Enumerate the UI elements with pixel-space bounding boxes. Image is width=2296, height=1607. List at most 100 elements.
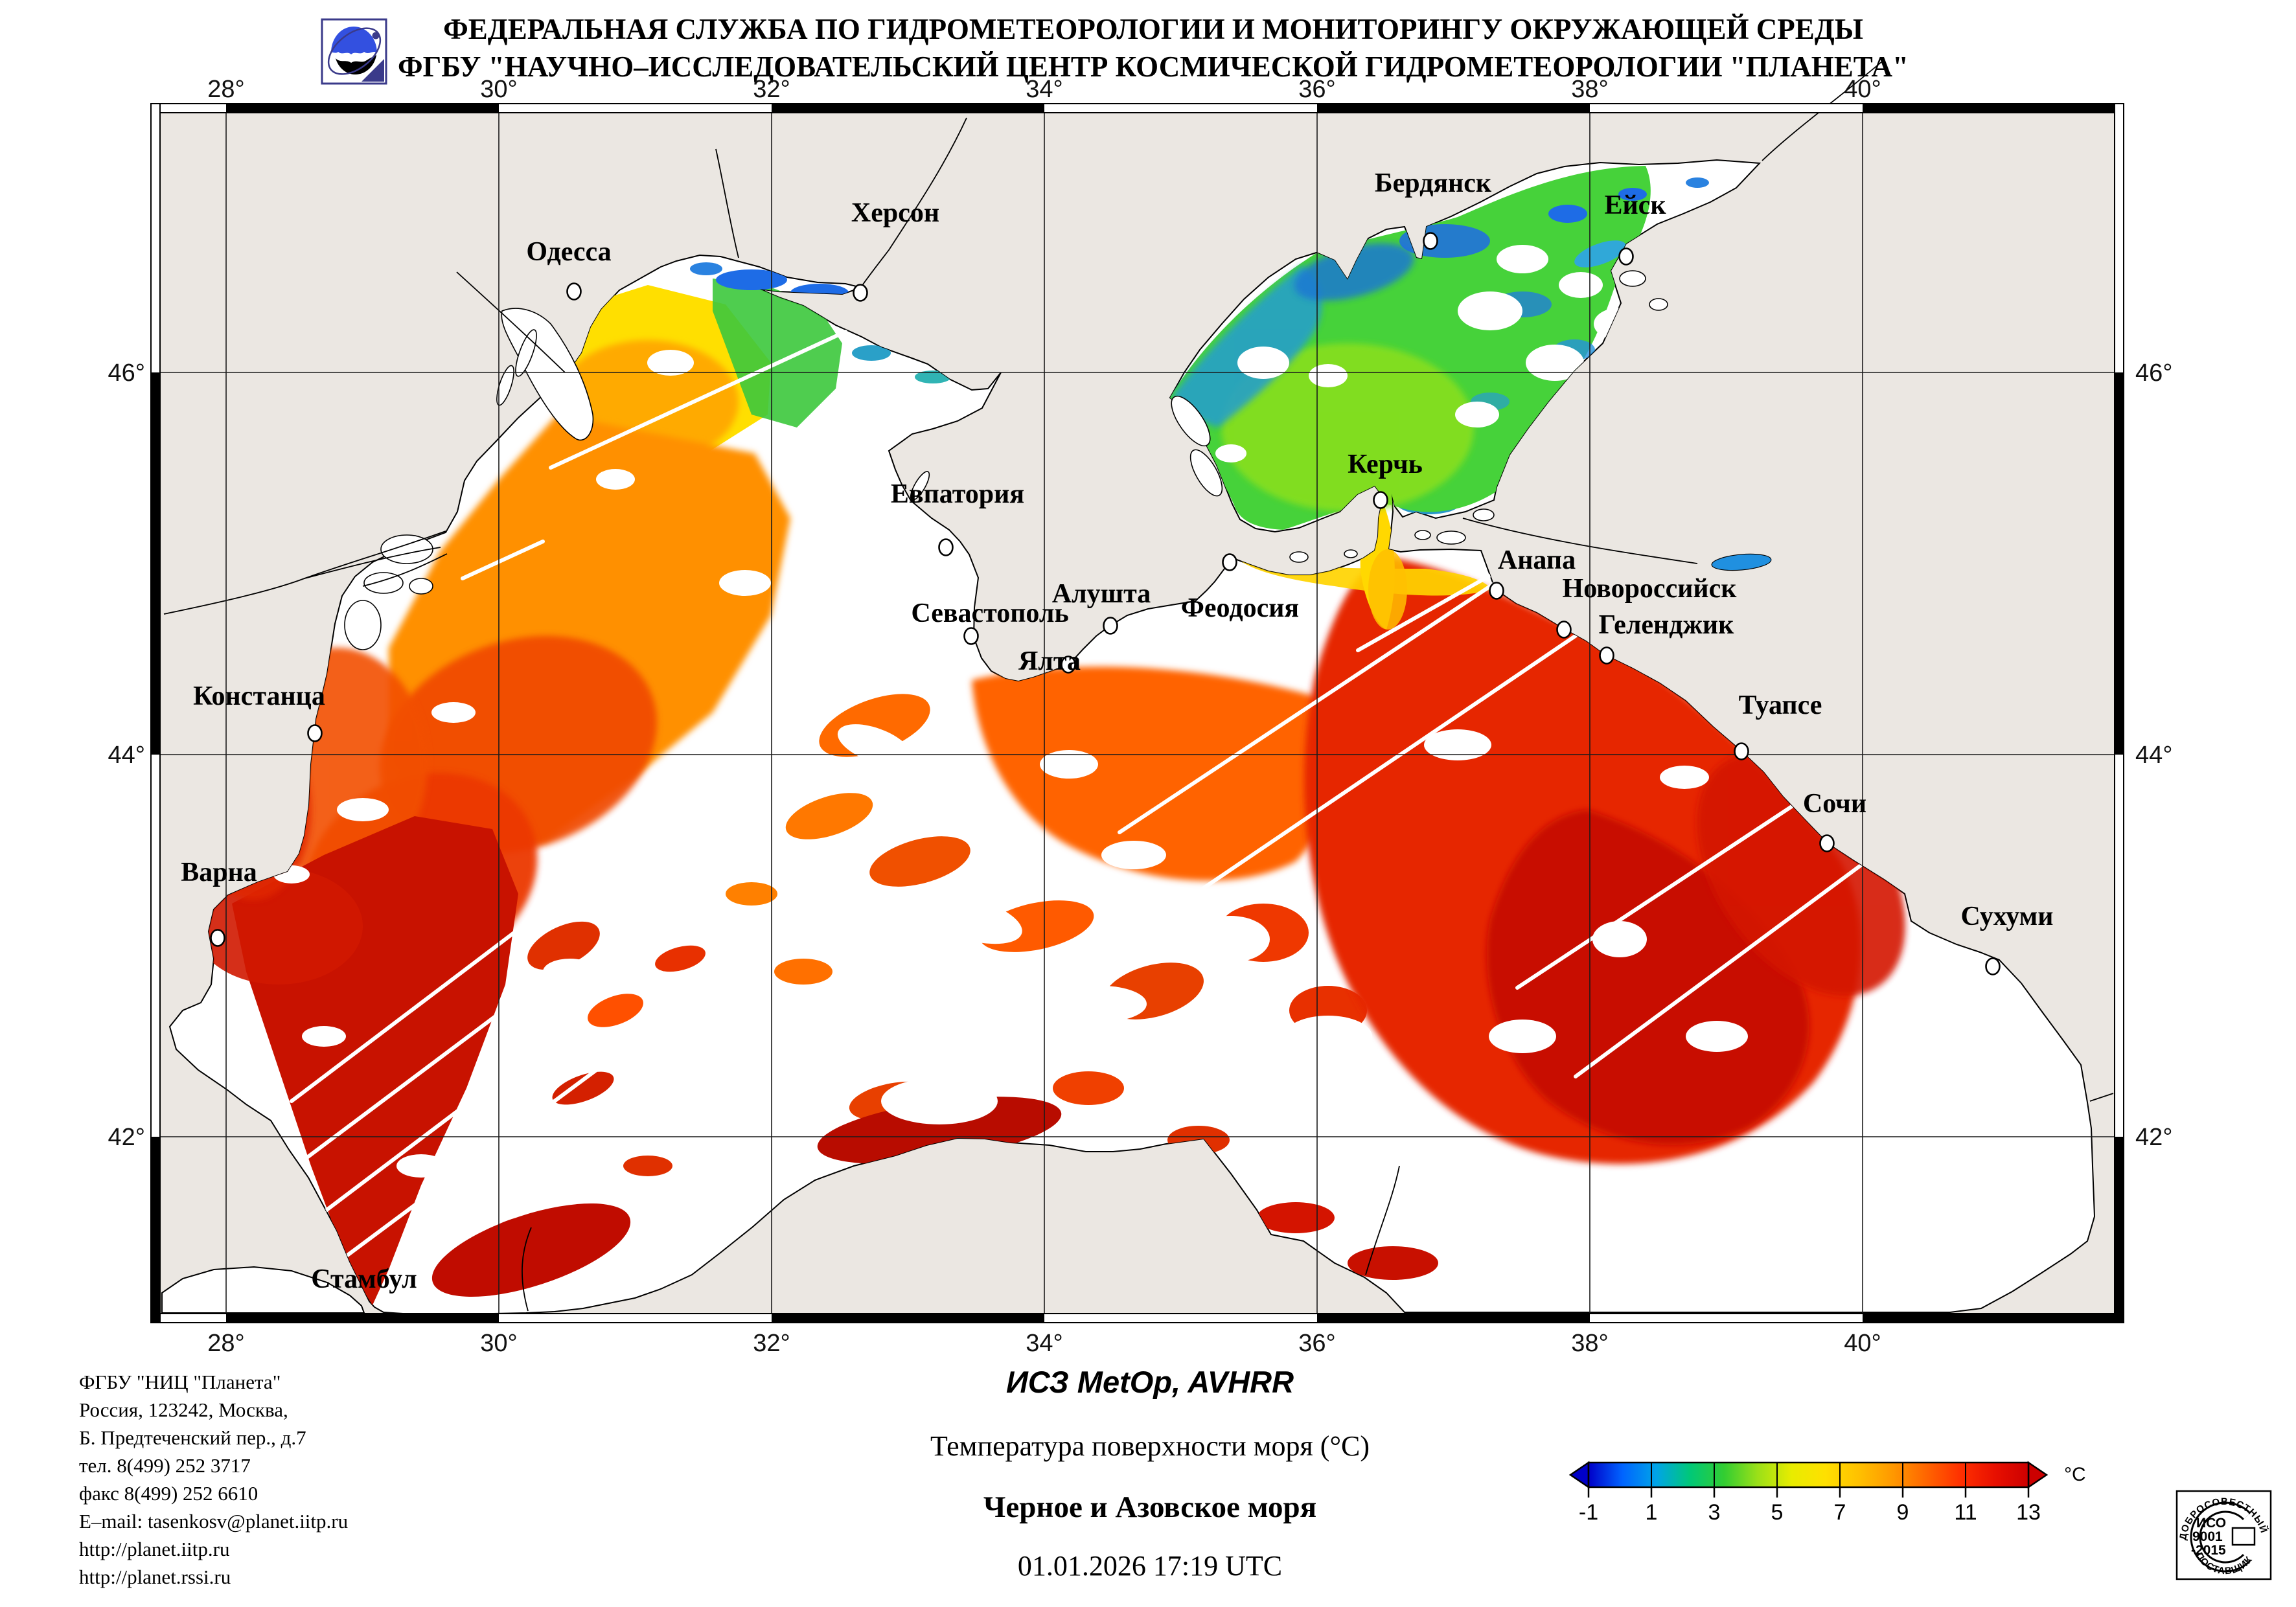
lon-label-top: 40°	[1844, 76, 1881, 103]
cloud-gaps	[273, 245, 1748, 1178]
city-label-Севастополь: Севастополь	[911, 598, 1068, 628]
city-marker-Варна	[210, 929, 225, 947]
colorbar-tick-labels: -1 1 3 5 7 9 11 13	[1579, 1500, 2041, 1525]
lon-label-bottom: 32°	[753, 1330, 790, 1357]
colorbar-right-arrow	[2027, 1461, 2049, 1489]
header: ФЕДЕРАЛЬНАЯ СЛУЖБА ПО ГИДРОМЕТЕОРОЛОГИИ …	[321, 13, 1909, 85]
scan-line-stripes	[290, 330, 1892, 1265]
city-label-Туапсе: Туапсе	[1739, 690, 1822, 720]
city-marker-Феодосия	[1222, 553, 1237, 571]
lat-label-right: 42°	[2135, 1124, 2172, 1151]
lon-label-bottom: 40°	[1844, 1330, 1881, 1357]
grid-labels-layer: 28° 28° 30° 30° 32° 32° 34° 34° 36° 36° 38° 38° 40° 4…	[108, 76, 2173, 1357]
lon-label-top: 28°	[207, 76, 244, 103]
org-line: E–mail: tasenkosv@planet.iitp.ru	[79, 1510, 348, 1533]
planeta-logo-icon	[321, 18, 387, 85]
lon-label-top: 32°	[753, 76, 790, 103]
lat-label-left: 46°	[108, 359, 145, 387]
city-label-Новороссийск: Новороссийск	[1563, 574, 1738, 604]
lon-label-bottom: 38°	[1571, 1330, 1608, 1357]
org-line: тел. 8(499) 252 3717	[79, 1454, 251, 1477]
colorbar-tick-label: 5	[1771, 1500, 1784, 1525]
colorbar-left-arrow	[1568, 1461, 1590, 1489]
city-marker-Херсон	[853, 284, 868, 302]
city-marker-Сочи	[1819, 834, 1835, 852]
lat-label-right: 44°	[2135, 742, 2172, 769]
header-line2: ФГБУ "НАУЧНО–ИССЛЕДОВАТЕЛЬСКИЙ ЦЕНТР КОС…	[398, 51, 1909, 83]
colorbar-unit: °C	[2064, 1464, 2086, 1485]
colorbar-tick-label: 3	[1708, 1500, 1721, 1525]
city-marker-Сухуми	[1985, 957, 2001, 975]
city-marker-Геленджик	[1599, 646, 1614, 665]
lon-label-top: 36°	[1298, 76, 1335, 103]
city-marker-Туапсе	[1734, 742, 1749, 760]
city-label-Ейск: Ейск	[1604, 190, 1666, 220]
org-line: Б. Предтеченский пер., д.7	[79, 1426, 306, 1449]
city-label-Стамбул: Стамбул	[311, 1264, 417, 1294]
city-marker-Керчь	[1373, 491, 1388, 509]
city-marker-Евпатория	[938, 538, 954, 556]
iso-9001-stamp: ИСО 9001 -2015 ДОБРОСОВЕСТНЫЙ ПОСТАВЩИК	[2175, 1490, 2272, 1580]
city-marker-Анапа	[1489, 582, 1504, 600]
temperature-colorbar: -1 1 3 5 7 9 11 13 °C	[1568, 1461, 2086, 1525]
lat-label-left: 42°	[108, 1124, 145, 1151]
stamp-center-line: -2015	[2191, 1543, 2226, 1558]
city-label-Ялта: Ялта	[1018, 646, 1081, 676]
city-marker-Ейск	[1618, 247, 1634, 266]
city-marker-Ялта	[1061, 655, 1076, 674]
map-area: Одесса Херсон Бердянск Ейск Керчь Евпатория Фе…	[108, 61, 2173, 1357]
lat-label-left: 44°	[108, 742, 145, 769]
lat-label-right: 46°	[2135, 359, 2172, 387]
org-line: http://planet.iitp.ru	[79, 1538, 229, 1560]
colorbar-tick-label: 7	[1834, 1500, 1846, 1525]
city-label-Констанца: Констанца	[193, 681, 325, 711]
city-label-Алушта: Алушта	[1052, 579, 1151, 609]
city-marker-Констанца	[307, 724, 323, 742]
org-line: Россия, 123242, Москва,	[79, 1398, 288, 1421]
city-label-Евпатория: Евпатория	[891, 479, 1024, 509]
datetime-line: 01.01.2026 17:19 UTC	[1018, 1550, 1282, 1582]
region-line: Черное и Азовское моря	[983, 1490, 1316, 1524]
footer: ФГБУ "НИЦ "Планета" Россия, 123242, Моск…	[79, 1365, 2272, 1588]
city-label-Сочи: Сочи	[1803, 789, 1866, 819]
cities-layer: Одесса Херсон Бердянск Ейск Керчь Евпатория Фе…	[181, 168, 2053, 1294]
satellite-line: ИСЗ MetOp, AVHRR	[1006, 1365, 1294, 1399]
lon-label-bottom: 34°	[1026, 1330, 1062, 1357]
lon-label-bottom: 36°	[1298, 1330, 1335, 1357]
lon-label-top: 38°	[1571, 76, 1608, 103]
city-label-Керчь: Керчь	[1348, 450, 1423, 479]
org-line: http://planet.rssi.ru	[79, 1566, 231, 1588]
city-label-Сухуми: Сухуми	[1961, 902, 2054, 931]
colorbar-tick-label: 1	[1646, 1500, 1658, 1525]
org-line: ФГБУ "НИЦ "Планета"	[79, 1371, 281, 1393]
city-label-Феодосия: Феодосия	[1181, 593, 1299, 623]
colorbar-tick-label: -1	[1579, 1500, 1598, 1525]
product-title-block: ИСЗ MetOp, AVHRR Температура поверхности…	[930, 1365, 1370, 1582]
lon-label-bottom: 30°	[480, 1330, 517, 1357]
colorbar-ticks	[1587, 1487, 2030, 1498]
city-label-Варна: Варна	[181, 858, 257, 887]
rivers	[163, 61, 2114, 1312]
city-marker-Алушта	[1103, 617, 1118, 635]
colorbar-gradient-bar	[1587, 1461, 2030, 1488]
header-line1: ФЕДЕРАЛЬНАЯ СЛУЖБА ПО ГИДРОМЕТЕОРОЛОГИИ …	[443, 13, 1863, 45]
city-label-Одесса: Одесса	[526, 237, 611, 267]
marmara-sea	[161, 1266, 365, 1314]
lon-label-bottom: 28°	[207, 1330, 244, 1357]
krasnodar-reservoir	[1711, 553, 1772, 571]
city-label-Геленджик: Геленджик	[1599, 610, 1734, 640]
lakes-and-lagoons	[344, 270, 1772, 650]
city-marker-Бердянск	[1423, 232, 1438, 250]
org-address-block: ФГБУ "НИЦ "Планета" Россия, 123242, Моск…	[79, 1371, 348, 1588]
stamp-center-line: 9001	[2192, 1529, 2223, 1544]
lon-label-top: 34°	[1026, 76, 1062, 103]
product-line: Температура поверхности моря (°С)	[930, 1430, 1370, 1462]
sst-east-basin	[1237, 492, 1905, 1165]
map-frame	[150, 103, 2124, 1323]
city-label-Бердянск: Бердянск	[1375, 168, 1492, 198]
colorbar-dividers	[1651, 1463, 1966, 1487]
city-label-Херсон: Херсон	[851, 198, 939, 228]
colorbar-tick-label: 9	[1897, 1500, 1909, 1525]
city-marker-Севастополь	[963, 627, 979, 645]
